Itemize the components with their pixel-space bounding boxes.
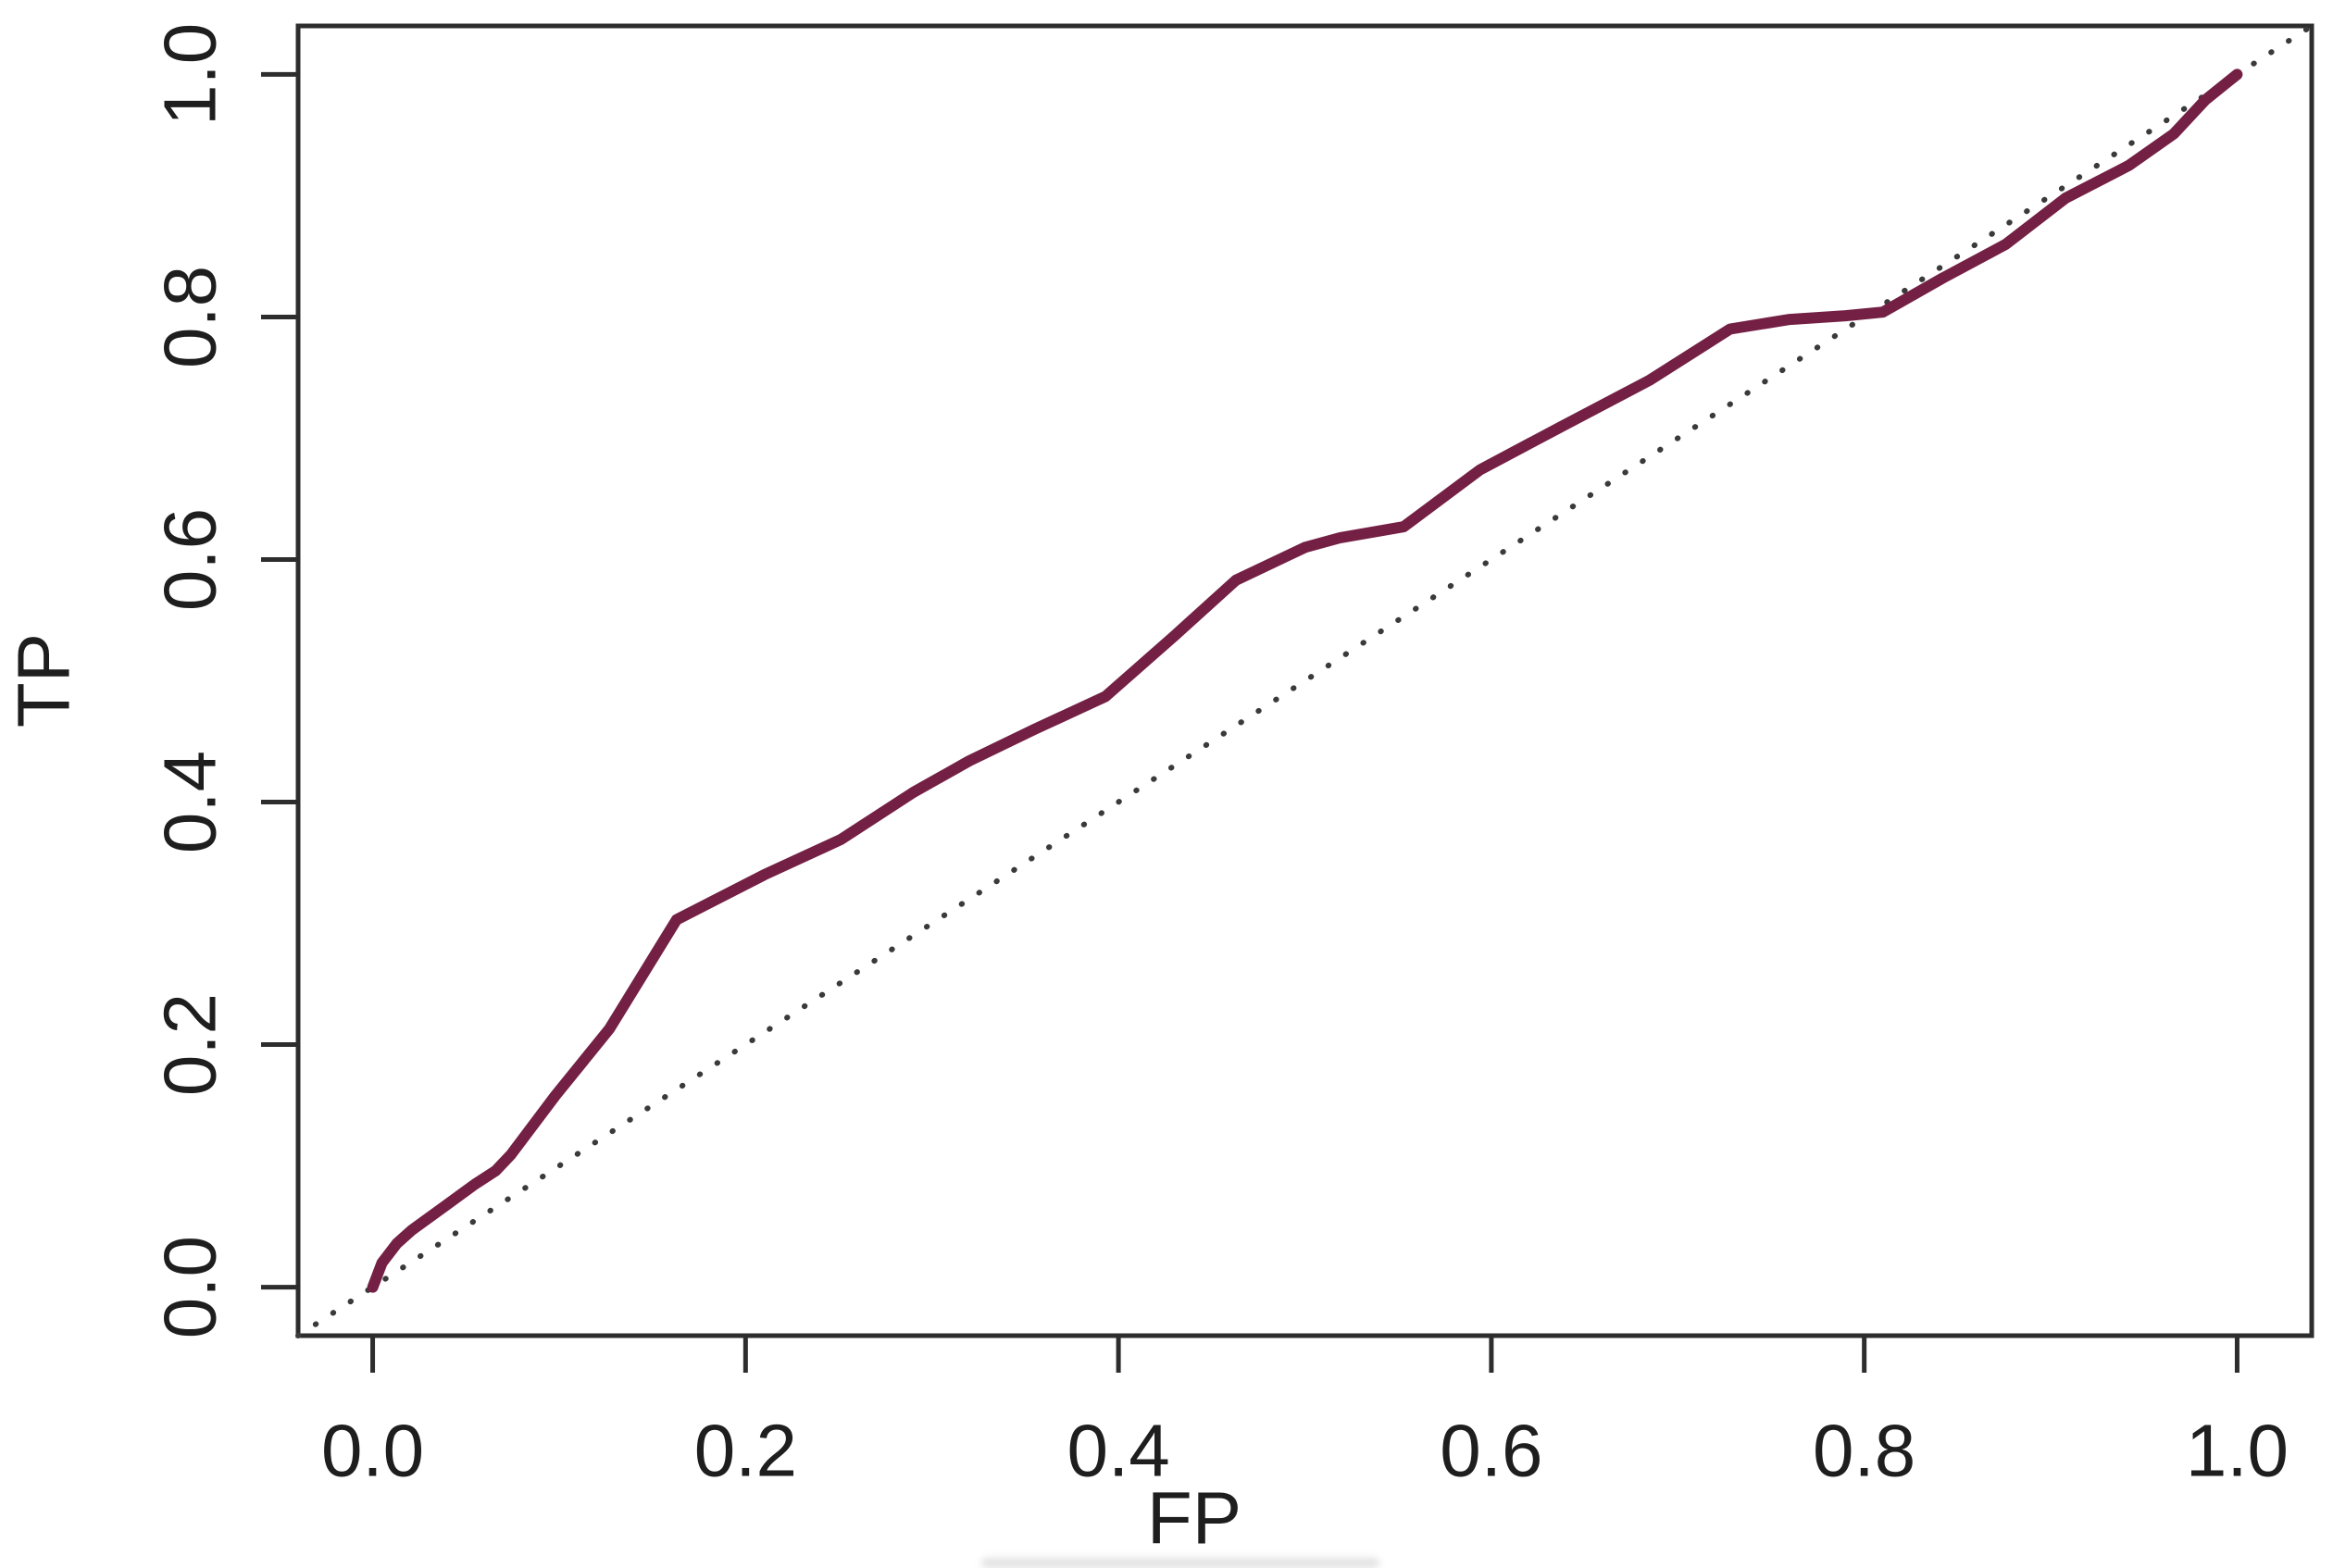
y-axis-label: TP [3, 633, 85, 728]
diagonal-reference-line [295, 23, 2314, 1338]
x-axis: 0.0 0.2 0.4 0.6 0.8 1.0 [321, 1336, 2289, 1492]
plot-area [295, 23, 2314, 1338]
y-axis: 0.0 0.2 0.4 0.6 0.8 1.0 [149, 23, 298, 1338]
roc-curve-line [367, 68, 2243, 1293]
y-tick-label: 1.0 [149, 23, 231, 126]
x-axis-label: FP [1147, 1477, 1241, 1560]
x-tick-label: 0.8 [1813, 1410, 1915, 1492]
y-tick-label: 0.2 [149, 993, 231, 1096]
y-tick-label: 0.4 [149, 751, 231, 853]
x-tick-label: 0.4 [1067, 1410, 1170, 1492]
y-tick-label: 0.8 [149, 266, 231, 368]
x-tick-label: 0.2 [694, 1410, 797, 1492]
x-tick-label: 0.6 [1440, 1410, 1542, 1492]
x-tick-label: 1.0 [2186, 1410, 2289, 1492]
cropped-caption-smudge [981, 1558, 1379, 1568]
y-tick-label: 0.0 [149, 1236, 231, 1338]
y-tick-label: 0.6 [149, 508, 231, 611]
x-tick-label: 0.0 [321, 1410, 424, 1492]
